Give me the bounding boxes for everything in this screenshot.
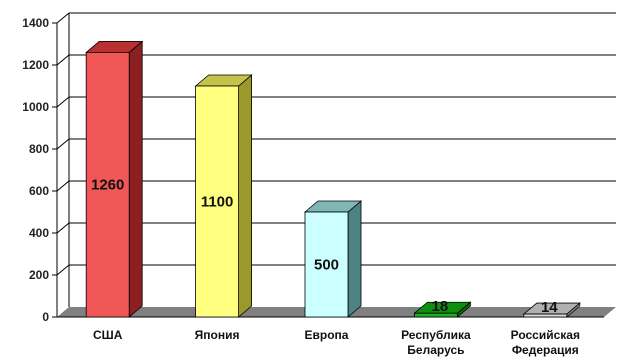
gridline-side (56, 54, 70, 66)
bar-front (195, 85, 240, 318)
gridline-side (56, 138, 70, 150)
bar-front (523, 313, 568, 318)
x-tick-label: Япония (195, 328, 240, 342)
x-tick-label: Республика Беларусь (401, 328, 471, 357)
y-tick-label: 1400 (22, 16, 49, 30)
bar (413, 301, 472, 318)
data-label: 1260 (91, 177, 124, 194)
bars (85, 40, 581, 318)
gridline-side (56, 222, 70, 234)
y-tick-label: 600 (29, 184, 49, 198)
bar-side (347, 200, 362, 318)
bar-front (304, 211, 349, 318)
y-tick-label: 800 (29, 142, 49, 156)
bar-front (85, 52, 130, 318)
grid-layer (56, 12, 616, 307)
y-tick-label: 200 (29, 268, 49, 282)
labels: 0 200 400 600 800 1000 1200 1400 1260 США 1100 Япон… (22, 16, 580, 357)
bar (194, 74, 253, 318)
data-label: 18 (432, 298, 449, 315)
data-label: 14 (541, 299, 558, 316)
bar (303, 200, 363, 318)
gridline-side (56, 264, 70, 276)
data-label: 1100 (201, 194, 234, 211)
bar-side (128, 40, 143, 318)
gridline-side (56, 96, 70, 108)
data-label: 500 (314, 257, 339, 274)
bar (85, 40, 144, 318)
gridline-side (56, 12, 70, 24)
x-tick-label: Европа (305, 328, 349, 342)
y-tick-label: 0 (42, 310, 49, 324)
y-tick-label: 1200 (22, 58, 49, 72)
x-tick-label: Российская Федерация (511, 328, 580, 357)
x-tick-label: США (93, 328, 123, 342)
gridline-side (56, 180, 70, 192)
y-tick-label: 1000 (22, 100, 49, 114)
bar-front (413, 312, 458, 318)
bar (522, 302, 581, 318)
bar-side (238, 74, 253, 318)
y-tick-label: 400 (29, 226, 49, 240)
